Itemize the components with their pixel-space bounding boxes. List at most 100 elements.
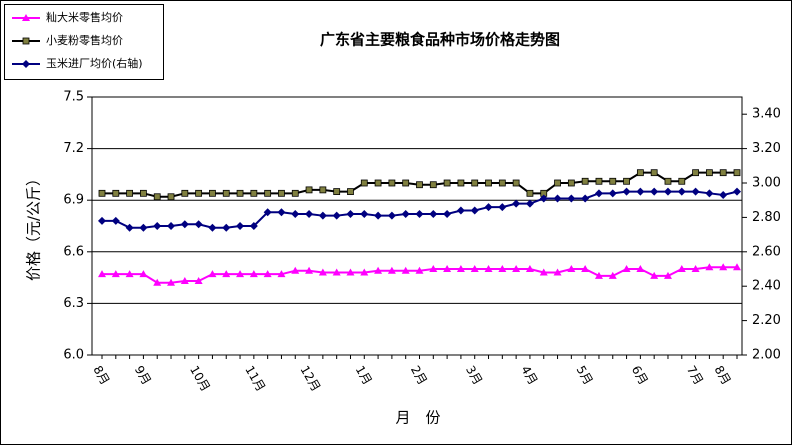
y-tick-label: 7.2 xyxy=(63,141,84,156)
data-point xyxy=(125,223,134,232)
data-point xyxy=(126,189,134,197)
data-point xyxy=(249,222,258,230)
data-point xyxy=(609,177,617,185)
data-point xyxy=(733,187,741,196)
y2-tick-label: 2.60 xyxy=(752,244,781,259)
x-axis-label: 月 份 xyxy=(395,409,440,427)
data-point xyxy=(236,189,244,197)
data-point xyxy=(719,263,728,271)
data-point xyxy=(677,187,686,196)
data-point xyxy=(208,223,217,232)
data-point xyxy=(650,187,659,196)
y2-tick-label: 2.00 xyxy=(752,348,781,363)
y2-tick-label: 3.40 xyxy=(752,107,781,122)
data-point xyxy=(305,209,314,218)
data-point xyxy=(512,179,520,187)
data-point xyxy=(622,187,631,196)
y-tick-label: 6.0 xyxy=(63,348,84,363)
data-point xyxy=(470,265,479,272)
y2-tick-label: 3.20 xyxy=(752,141,781,156)
data-point xyxy=(663,187,672,196)
y-tick-label: 6.3 xyxy=(63,296,84,311)
data-point xyxy=(194,277,203,285)
data-point xyxy=(581,194,590,203)
data-point xyxy=(236,222,245,230)
y-tick-label: 6.9 xyxy=(63,193,84,208)
data-point xyxy=(222,223,231,232)
data-point xyxy=(526,189,534,197)
data-point xyxy=(471,179,479,187)
data-point xyxy=(181,189,189,197)
data-point xyxy=(291,189,299,197)
chart-title: 广东省主要粮食品种市场价格走势图 xyxy=(320,31,560,49)
data-point xyxy=(112,189,120,197)
data-point xyxy=(539,268,548,276)
data-point xyxy=(705,263,714,271)
data-point xyxy=(195,189,203,197)
data-point xyxy=(98,189,106,197)
data-point xyxy=(608,271,617,279)
data-point xyxy=(333,188,341,196)
data-point xyxy=(733,169,741,177)
data-point xyxy=(222,189,230,197)
data-point xyxy=(415,209,424,218)
data-point xyxy=(319,186,327,194)
data-point xyxy=(401,266,410,274)
data-point xyxy=(305,266,314,274)
data-point xyxy=(484,265,493,272)
data-point xyxy=(554,179,561,187)
legend-marker xyxy=(22,37,30,45)
data-point xyxy=(456,265,465,272)
data-point xyxy=(277,270,286,278)
data-point xyxy=(387,266,396,274)
data-point xyxy=(650,169,658,177)
data-point xyxy=(429,209,438,218)
data-point xyxy=(622,265,631,272)
data-point xyxy=(636,169,644,177)
data-point xyxy=(98,270,106,278)
data-point xyxy=(525,265,534,272)
data-point xyxy=(429,181,437,189)
data-point xyxy=(663,271,672,279)
y-axis-label: 价格（元/公斤） xyxy=(25,171,43,281)
plot-border xyxy=(91,96,743,356)
data-point xyxy=(678,177,686,185)
data-point xyxy=(388,179,396,187)
data-point xyxy=(250,189,258,197)
data-point xyxy=(525,199,534,208)
data-point xyxy=(443,209,452,218)
data-point xyxy=(208,270,217,278)
legend-label: 小麦粉零售均价 xyxy=(46,33,123,47)
data-point xyxy=(360,209,369,218)
data-point xyxy=(153,193,161,201)
data-point xyxy=(553,194,562,203)
data-point xyxy=(209,189,216,197)
data-point xyxy=(567,194,576,203)
data-point xyxy=(180,220,189,229)
data-point xyxy=(443,179,451,187)
data-point xyxy=(512,199,521,208)
data-point xyxy=(581,177,589,185)
y-tick-label: 7.5 xyxy=(63,90,84,105)
data-point xyxy=(691,265,700,272)
data-point xyxy=(636,187,645,196)
data-point xyxy=(719,191,728,200)
data-point xyxy=(140,189,147,197)
data-point xyxy=(332,211,341,220)
y2-tick-label: 2.40 xyxy=(752,279,781,294)
data-point xyxy=(305,186,313,194)
data-point xyxy=(277,208,286,217)
data-point xyxy=(291,209,300,218)
data-point xyxy=(401,209,410,218)
data-point xyxy=(485,179,492,187)
data-point xyxy=(111,216,120,225)
y2-tick-label: 3.00 xyxy=(752,176,781,191)
data-point xyxy=(222,270,231,278)
legend-label: 玉米进厂均价(右轴) xyxy=(46,56,143,70)
legend-marker xyxy=(22,60,30,68)
data-point xyxy=(332,268,341,276)
data-point xyxy=(278,189,285,197)
legend-label: 籼大米零售均价 xyxy=(46,10,123,24)
data-point xyxy=(98,216,106,225)
y2-tick-label: 2.80 xyxy=(752,210,781,225)
